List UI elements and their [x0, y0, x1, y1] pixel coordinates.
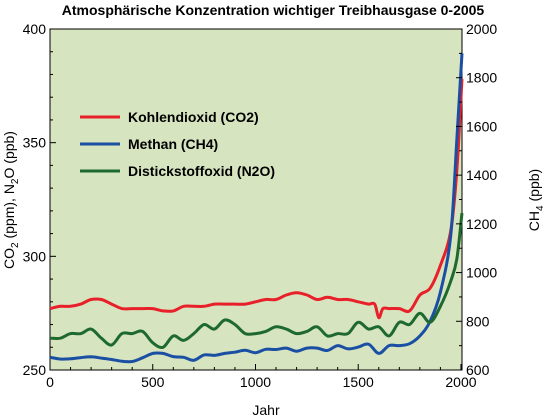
y-left-tick-label: 400 — [23, 21, 47, 37]
series-line-ch4 — [49, 53, 464, 364]
chart-title: Atmosphärische Konzentration wichtiger T… — [62, 2, 485, 18]
x-tick-label: 500 — [141, 374, 165, 390]
x-tick-label: 0 — [46, 374, 54, 390]
y-axis-left-label: CO2 (ppm), N2O (ppb) — [1, 131, 21, 269]
y-left-tick-label: 250 — [23, 362, 47, 378]
y-axis-right-label: CH4 (ppb) — [526, 169, 546, 231]
y-right-tick-label: 1400 — [466, 167, 497, 183]
x-tick-label: 1500 — [343, 374, 374, 390]
series-line-co2 — [49, 78, 464, 320]
legend-label-ch4: Methan (CH4) — [128, 136, 218, 152]
series-layer — [49, 53, 464, 364]
y-left-tick-label: 350 — [23, 135, 47, 151]
y-left-tick-label: 300 — [23, 248, 47, 264]
legend: Kohlendioxid (CO2) Methan (CH4) Disticks… — [80, 109, 275, 179]
y-right-tick-label: 1200 — [466, 216, 497, 232]
legend-label-co2: Kohlendioxid (CO2) — [128, 109, 259, 125]
y-right-tick-label: 600 — [466, 362, 490, 378]
x-axis-label: Jahr — [252, 402, 280, 418]
y-right-tick-label: 2000 — [466, 21, 497, 37]
y-right-tick-label: 1800 — [466, 70, 497, 86]
ticks-layer: 0 500 1000 1500 2000 250 300 350 400 600 800 1000 12… — [23, 21, 498, 390]
y-right-tick-label: 1600 — [466, 118, 497, 134]
legend-label-n2o: Distickstoffoxid (N2O) — [128, 163, 275, 179]
y-right-tick-label: 800 — [466, 313, 490, 329]
y-right-tick-label: 1000 — [466, 265, 497, 281]
series-line-n2o — [49, 212, 464, 350]
x-tick-label: 1000 — [240, 374, 271, 390]
plot-area — [49, 28, 463, 371]
x-tick-label: 2000 — [445, 374, 476, 390]
